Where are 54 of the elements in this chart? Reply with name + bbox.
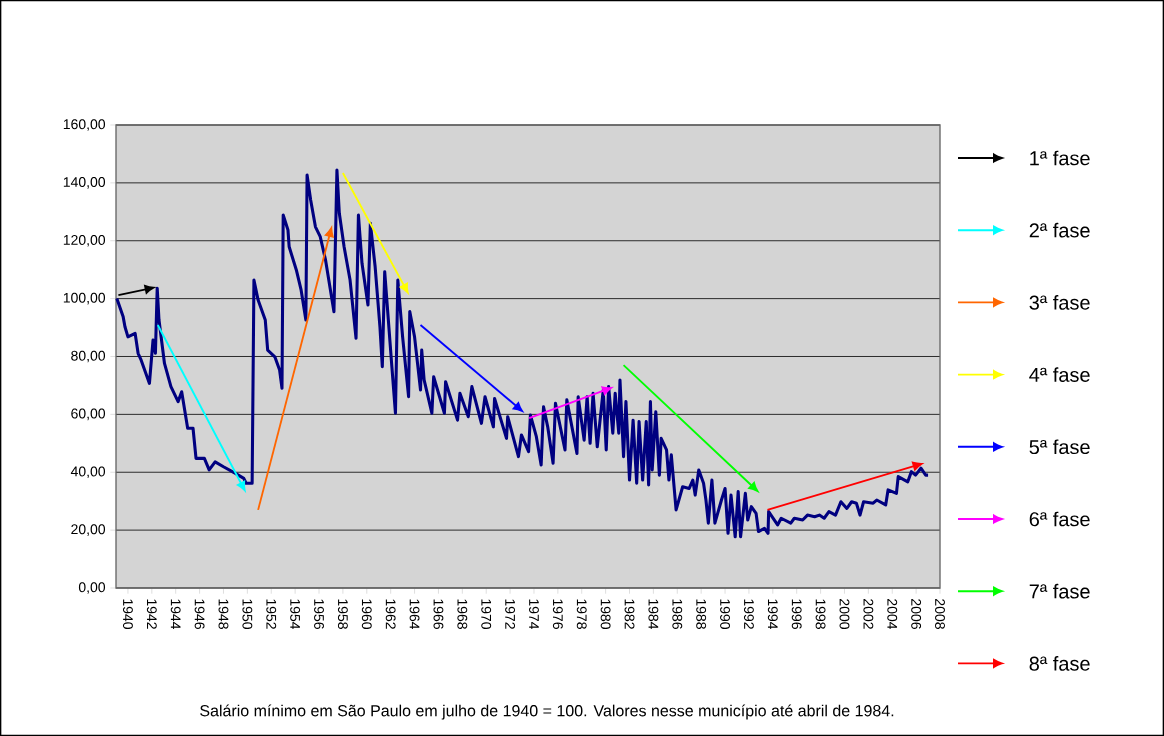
y-tick-label: 40,00 xyxy=(70,466,106,479)
y-tick-label: 0,00 xyxy=(78,582,106,594)
x-tick-label: 1966 xyxy=(433,599,444,629)
text: 6ª fase xyxy=(1029,511,1090,527)
text: 8ª fase xyxy=(1029,656,1090,671)
text: Salário mínimo em São Paulo em julho de 1940 = 100. Valores nesse município até abril de 1984. xyxy=(200,704,894,720)
x-tick-label: 1972 xyxy=(505,599,516,629)
x-tick-label: 1978 xyxy=(576,599,587,629)
x-tick-label: 1960 xyxy=(361,599,372,629)
x-tick-label: 1980 xyxy=(600,599,611,629)
x-tick-label: 1962 xyxy=(385,599,396,629)
x-tick-label: 1974 xyxy=(529,599,539,630)
x-tick-label: 1996 xyxy=(791,599,802,629)
y-tick-label: 80,00 xyxy=(71,350,106,363)
x-tick-label: 1988 xyxy=(696,599,707,629)
x-tick-label: 1964 xyxy=(409,599,420,630)
x-tick-label: 1990 xyxy=(720,599,730,629)
y-tick-label: 100,00 xyxy=(63,292,106,305)
x-tick-label: 1958 xyxy=(337,599,348,629)
text: 2ª fase xyxy=(1029,222,1090,238)
text: 1ª fase xyxy=(1030,150,1090,166)
x-tick-label: 1968 xyxy=(457,599,468,629)
x-tick-label: 1940 xyxy=(122,599,133,629)
x-tick-label: 1952 xyxy=(266,599,277,629)
x-tick-label: 1954 xyxy=(290,599,301,630)
x-tick-label: 1976 xyxy=(552,599,563,629)
y-tick-label: 160,00 xyxy=(63,119,106,131)
x-tick-label: 1992 xyxy=(743,599,754,629)
y-tick-label: 20,00 xyxy=(71,524,106,536)
x-tick-label: 2004 xyxy=(887,599,898,630)
x-tick-label: 2006 xyxy=(911,599,922,629)
y-tick-label: 140,00 xyxy=(63,177,106,189)
text: 5ª fase xyxy=(1029,439,1090,455)
x-tick-label: 1956 xyxy=(314,599,324,629)
x-tick-label: 1986 xyxy=(672,599,683,629)
y-tick-label: 120,00 xyxy=(63,234,106,247)
x-tick-label: 1982 xyxy=(624,599,635,629)
text: 3ª fase xyxy=(1029,295,1090,310)
x-tick-label: 2000 xyxy=(839,599,850,629)
x-tick-label: 1944 xyxy=(170,599,181,630)
x-tick-label: 2002 xyxy=(863,599,874,629)
y-tick-label: 60,00 xyxy=(71,408,106,421)
x-tick-label: 1998 xyxy=(815,599,826,629)
x-tick-label: 1946 xyxy=(194,599,205,629)
x-tick-label: 1942 xyxy=(146,599,157,629)
x-tick-label: 1970 xyxy=(481,599,492,629)
line-series xyxy=(115,168,930,539)
x-tick-label: 1948 xyxy=(218,599,229,629)
text: 4ª fase xyxy=(1029,367,1090,382)
x-tick-label: 1950 xyxy=(242,599,253,629)
x-tick-label: 1984 xyxy=(648,599,659,630)
x-tick-label: 1994 xyxy=(767,599,778,630)
text: 7ª fase xyxy=(1029,583,1090,599)
x-tick-label: 2008 xyxy=(935,599,945,629)
